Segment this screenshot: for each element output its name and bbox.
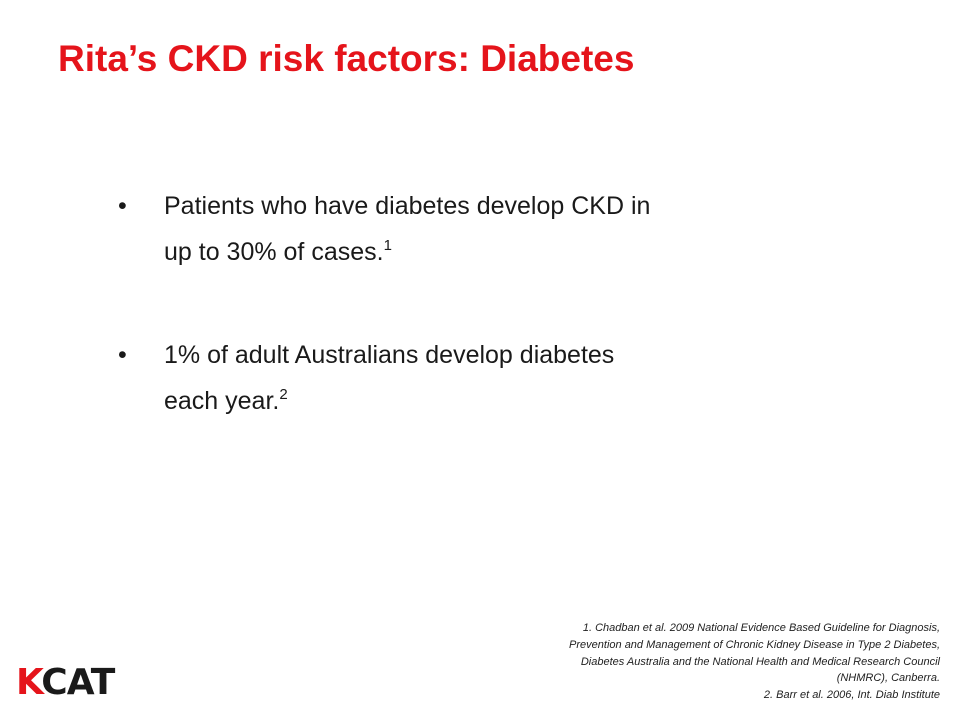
bullet-line: Patients who have diabetes develop CKD i…	[164, 192, 651, 220]
reference-line: Prevention and Management of Chronic Kid…	[569, 638, 940, 651]
reference-line: 1. Chadban et al. 2009 National Evidence…	[582, 622, 940, 634]
bullet-line-wrap: up to 30% of cases.1	[164, 226, 650, 272]
reference-line: (NHMRC), Canberra.	[836, 672, 940, 685]
logo: KCAT	[16, 662, 115, 703]
bullet-line: up to 30% of cases.	[164, 238, 384, 266]
footnote-ref: 1	[383, 237, 392, 254]
bullet-dot: •	[118, 192, 127, 220]
bullet-dot: •	[118, 341, 127, 369]
bullet: • 1% of adult Australians develop diabet…	[118, 335, 614, 421]
slide-title: Rita’s CKD risk factors: Diabetes	[58, 38, 635, 79]
bullet-line: each year.	[164, 387, 280, 415]
references: 1. Chadban et al. 2009 National Evidence…	[569, 620, 940, 704]
reference-line: 2. Barr et al. 2006, Int. Diab Institute	[763, 689, 940, 702]
bullet-line-wrap: each year.2	[164, 375, 614, 421]
bullet: • Patients who have diabetes develop CKD…	[118, 186, 650, 272]
footnote-ref: 2	[279, 386, 288, 403]
reference-line: Diabetes Australia and the National Heal…	[580, 655, 940, 668]
bullet-line: 1% of adult Australians develop diabetes	[164, 341, 615, 369]
